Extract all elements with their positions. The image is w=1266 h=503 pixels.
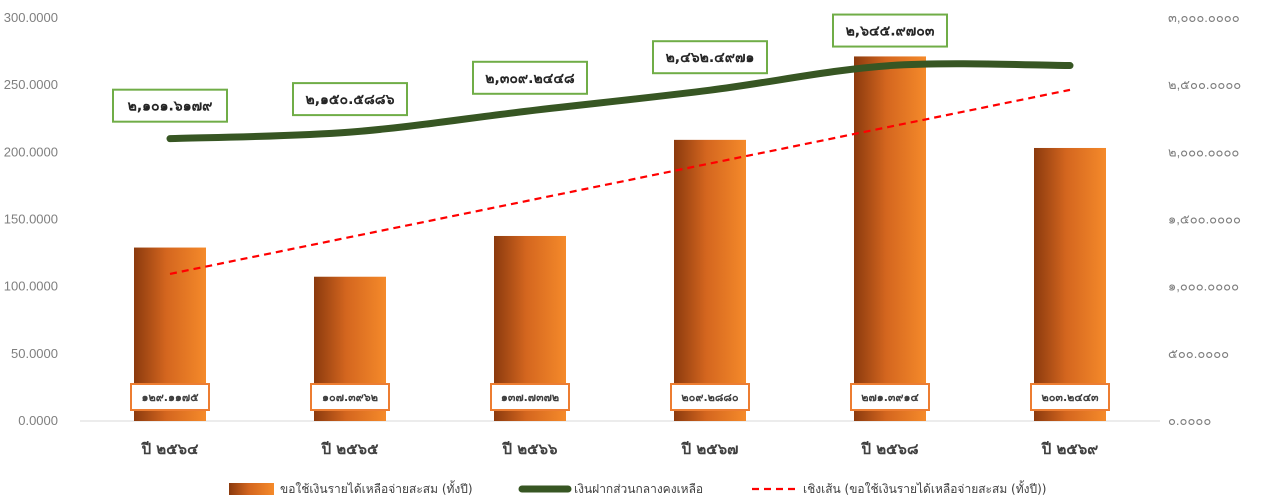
deposit-label-box — [652, 40, 768, 75]
category-labels: ปี ๒๕๖๔ ปี ๒๕๖๕ ปี ๒๕๖๖ ปี ๒๕๖๗ ปี ๒๕๖๘ ปี ๒๕… — [141, 440, 1099, 458]
category-label: ปี ๒๕๖๘ — [861, 440, 919, 458]
trendline-path — [169, 88, 1071, 275]
left-tick-label: 50.0000 — [11, 346, 58, 361]
category-label: ปี ๒๕๖๖ — [502, 440, 558, 458]
legend: ขอใช้เงินรายได้เหลือจ่ายสะสม (ทั้งปี) เงิ… — [229, 480, 1046, 496]
right-tick-label: ๓,๐๐๐.๐๐๐๐ — [1168, 10, 1240, 25]
bar-value-label: ๑๒๙.๑๑๗๕ — [141, 391, 199, 404]
right-axis: ๐.๐๐๐๐ ๕๐๐.๐๐๐๐ ๑,๐๐๐.๐๐๐๐ ๑,๕๐๐.๐๐๐๐ ๒,๐๐๐.… — [1168, 10, 1241, 428]
left-axis: 0.0000 50.0000 100.0000 150.0000 200.0000 250… — [4, 10, 58, 428]
deposit-label-box — [292, 82, 408, 117]
deposit-label-box — [832, 13, 948, 48]
bar — [674, 139, 746, 422]
bar — [854, 56, 926, 422]
category-label: ปี ๒๕๖๗ — [681, 440, 739, 458]
deposit-line — [166, 60, 1074, 143]
right-tick-label: ๒,๐๐๐.๐๐๐๐ — [1168, 144, 1239, 159]
legend-swatch-bar — [229, 483, 274, 495]
category-label: ปี ๒๕๖๕ — [321, 440, 379, 458]
right-tick-label: ๑,๐๐๐.๐๐๐๐ — [1168, 279, 1239, 294]
left-tick-label: 300.0000 — [4, 10, 58, 25]
bar-label-box — [850, 383, 930, 411]
right-tick-label: ๕๐๐.๐๐๐๐ — [1168, 346, 1229, 361]
bar-value-label: ๑๓๗.๗๓๗๒ — [501, 391, 559, 404]
bar-value-label: ๒๗๑.๓๙๑๔ — [861, 391, 919, 404]
deposit-labels: ๒,๑๐๑.๖๑๗๙ ๒,๑๕๐.๕๘๘๖ ๒,๓๐๙.๒๔๔๘ ๒,๔๖๒.๔๙๗๑… — [112, 13, 948, 123]
bar-value-label: ๒๐๙.๒๘๘๐ — [681, 391, 738, 404]
bar-label-box — [670, 383, 750, 411]
left-tick-label: 200.0000 — [4, 144, 58, 159]
legend-label: ขอใช้เงินรายได้เหลือจ่ายสะสม (ทั้งปี) — [280, 480, 473, 496]
bar-label-box — [310, 383, 390, 411]
bar-labels: ๑๒๙.๑๑๗๕ ๑๐๗.๓๙๖๒ ๑๓๗.๗๓๗๒ ๒๐๙.๒๘๘๐ ๒๗๑.๓๙๑๔… — [130, 383, 1110, 411]
deposit-value-label: ๒,๓๐๙.๒๔๔๘ — [485, 71, 575, 87]
category-label: ปี ๒๕๖๔ — [141, 440, 199, 458]
bar-label-box — [1030, 383, 1110, 411]
right-tick-label: ๑,๕๐๐.๐๐๐๐ — [1168, 212, 1241, 227]
left-tick-label: 150.0000 — [4, 212, 58, 227]
bar — [1034, 147, 1106, 421]
bar-label-box — [490, 383, 570, 411]
left-tick-label: 0.0000 — [18, 413, 58, 428]
deposit-value-label: ๒,๑๐๑.๖๑๗๙ — [128, 99, 213, 115]
deposit-label-box — [472, 60, 588, 95]
category-label: ปี ๒๕๖๙ — [1041, 440, 1098, 458]
trendline — [169, 88, 1071, 275]
bars — [134, 56, 1106, 422]
bar-label-box — [130, 383, 210, 411]
legend-label: เชิงเส้น (ขอใช้เงินรายได้เหลือจ่ายสะสม (… — [803, 480, 1046, 496]
left-tick-label: 250.0000 — [4, 77, 58, 92]
left-tick-label: 100.0000 — [4, 279, 58, 294]
deposit-label-box — [112, 88, 228, 123]
deposit-line-path — [166, 60, 1074, 143]
deposit-value-label: ๒,๔๖๒.๔๙๗๑ — [666, 50, 755, 66]
bar-value-label: ๑๐๗.๓๙๖๒ — [322, 391, 378, 404]
right-tick-label: ๒,๕๐๐.๐๐๐๐ — [1168, 77, 1241, 92]
right-tick-label: ๐.๐๐๐๐ — [1168, 413, 1211, 428]
legend-label: เงินฝากส่วนกลางคงเหลือ — [574, 482, 703, 496]
deposit-value-label: ๒,๖๔๕.๙๗๐๓ — [846, 24, 935, 40]
deposit-value-label: ๒,๑๕๐.๕๘๘๖ — [306, 92, 395, 108]
bar-value-label: ๒๐๓.๒๔๔๓ — [1041, 391, 1099, 404]
